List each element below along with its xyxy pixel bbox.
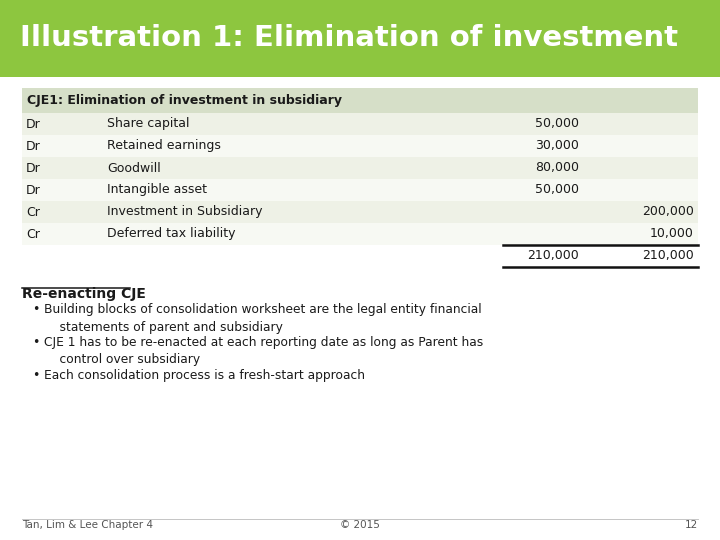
Text: Dr: Dr — [26, 139, 41, 152]
Text: 200,000: 200,000 — [642, 206, 694, 219]
Text: CJE1: Elimination of investment in subsidiary: CJE1: Elimination of investment in subsi… — [27, 94, 342, 107]
Text: 12: 12 — [685, 520, 698, 530]
Text: •: • — [32, 369, 40, 382]
Text: Deferred tax liability: Deferred tax liability — [107, 227, 235, 240]
Text: Investment in Subsidiary: Investment in Subsidiary — [107, 206, 263, 219]
FancyBboxPatch shape — [22, 223, 698, 245]
Text: Intangible asset: Intangible asset — [107, 184, 207, 197]
FancyBboxPatch shape — [22, 179, 698, 201]
Text: 80,000: 80,000 — [535, 161, 579, 174]
Text: Cr: Cr — [26, 206, 40, 219]
FancyBboxPatch shape — [22, 201, 698, 223]
Text: © 2015: © 2015 — [340, 520, 380, 530]
Text: Cr: Cr — [26, 227, 40, 240]
FancyBboxPatch shape — [22, 88, 698, 113]
Text: 210,000: 210,000 — [527, 249, 579, 262]
Text: 10,000: 10,000 — [650, 227, 694, 240]
Text: Each consolidation process is a fresh-start approach: Each consolidation process is a fresh-st… — [44, 369, 365, 382]
FancyBboxPatch shape — [22, 135, 698, 157]
Text: 30,000: 30,000 — [535, 139, 579, 152]
Text: Dr: Dr — [26, 118, 41, 131]
Text: Tan, Lim & Lee Chapter 4: Tan, Lim & Lee Chapter 4 — [22, 520, 153, 530]
Text: Dr: Dr — [26, 161, 41, 174]
FancyBboxPatch shape — [0, 0, 720, 77]
Text: Retained earnings: Retained earnings — [107, 139, 221, 152]
Text: 210,000: 210,000 — [642, 249, 694, 262]
Text: Dr: Dr — [26, 184, 41, 197]
FancyBboxPatch shape — [22, 157, 698, 179]
Text: Share capital: Share capital — [107, 118, 189, 131]
Text: Goodwill: Goodwill — [107, 161, 161, 174]
FancyBboxPatch shape — [22, 113, 698, 135]
Text: •: • — [32, 336, 40, 349]
Text: CJE 1 has to be re-enacted at each reporting date as long as Parent has
    cont: CJE 1 has to be re-enacted at each repor… — [44, 336, 483, 367]
Text: 50,000: 50,000 — [535, 184, 579, 197]
Text: •: • — [32, 303, 40, 316]
Text: 50,000: 50,000 — [535, 118, 579, 131]
FancyBboxPatch shape — [22, 245, 698, 267]
Text: Building blocks of consolidation worksheet are the legal entity financial
    st: Building blocks of consolidation workshe… — [44, 303, 482, 334]
Text: Re-enacting CJE: Re-enacting CJE — [22, 287, 146, 301]
Text: Illustration 1: Elimination of investment: Illustration 1: Elimination of investmen… — [20, 24, 678, 52]
